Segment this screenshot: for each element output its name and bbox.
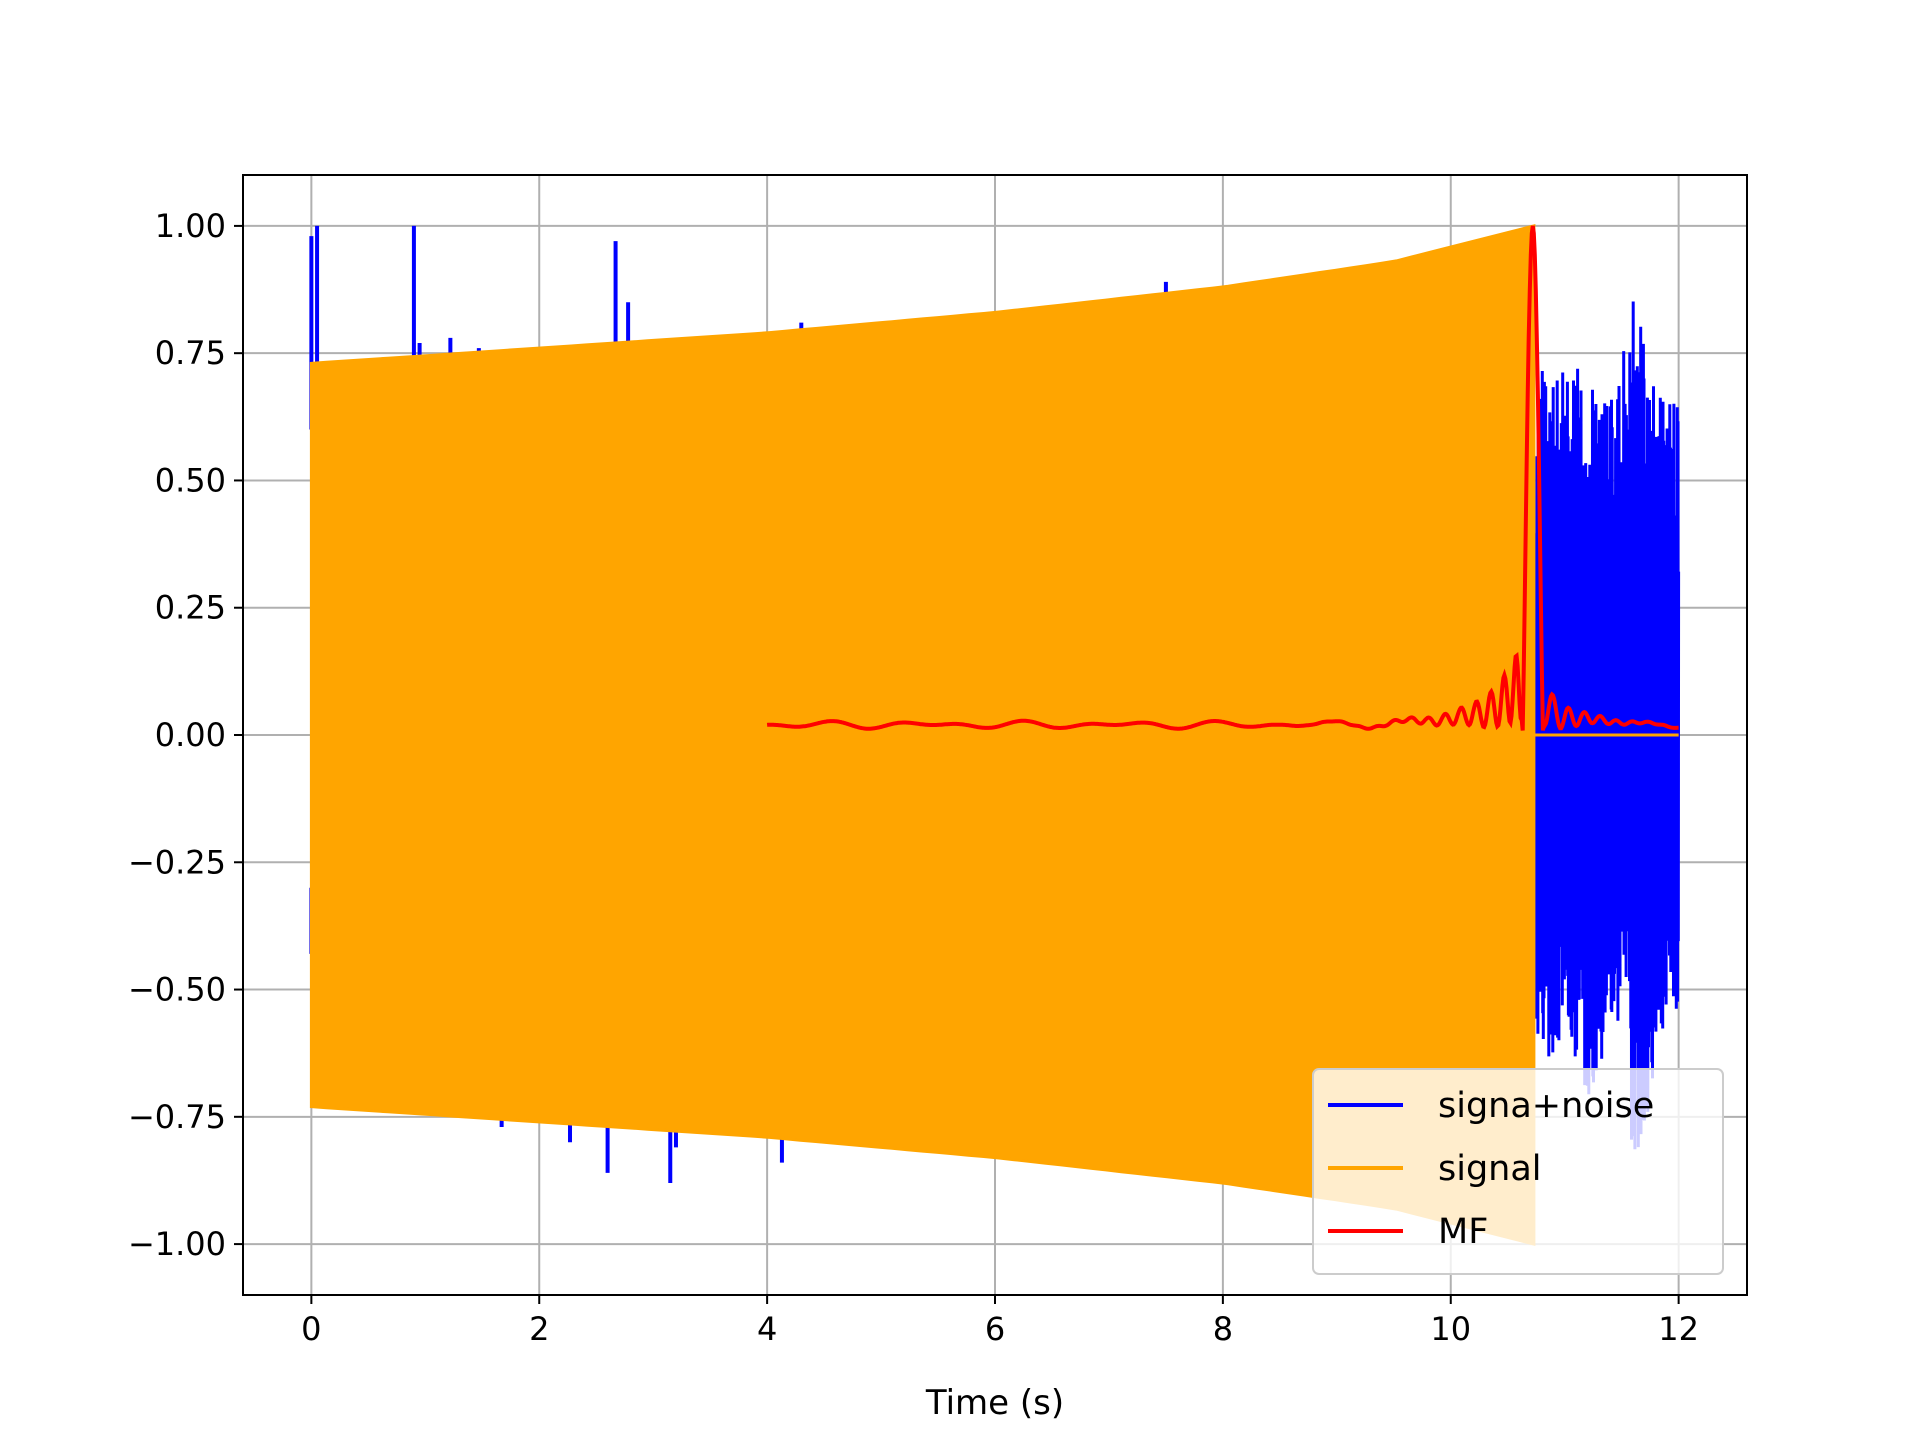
legend-label: signal (1438, 1149, 1542, 1189)
x-tick-label: 10 (1430, 1310, 1471, 1348)
y-tick-label: −1.00 (128, 1225, 226, 1263)
x-axis-label: Time (s) (925, 1383, 1064, 1423)
x-tick-label: 0 (301, 1310, 321, 1348)
y-tick-label: −0.50 (128, 971, 226, 1009)
y-tick-label: −0.25 (128, 843, 226, 881)
y-tick-label: 0.00 (155, 716, 226, 754)
legend: signa+noise signal MF (1312, 1068, 1724, 1275)
y-tick-label: 0.50 (155, 461, 226, 499)
noise-trace (1534, 301, 1681, 1150)
x-tick-label: 4 (757, 1310, 777, 1348)
series-mf (766, 225, 1679, 731)
x-tick-label: 6 (985, 1310, 1005, 1348)
mf-trace (766, 225, 1679, 731)
x-tick-label: 2 (529, 1310, 549, 1348)
legend-label: MF (1438, 1212, 1488, 1252)
y-tick-label: 1.00 (155, 207, 226, 245)
legend-box (1312, 1068, 1724, 1275)
legend-label: signa+noise (1438, 1086, 1654, 1126)
x-tick-label: 8 (1213, 1310, 1233, 1348)
x-tick-label: 12 (1658, 1310, 1699, 1348)
y-tick-label: 0.75 (155, 334, 226, 372)
y-tick-label: 0.25 (155, 589, 226, 627)
y-tick-label: −0.75 (128, 1098, 226, 1136)
ticks: 0 2 4 6 8 10 12 1.00 0.75 0.50 0.25 0.00 −0.25 −0.50 −… (128, 207, 1699, 1348)
